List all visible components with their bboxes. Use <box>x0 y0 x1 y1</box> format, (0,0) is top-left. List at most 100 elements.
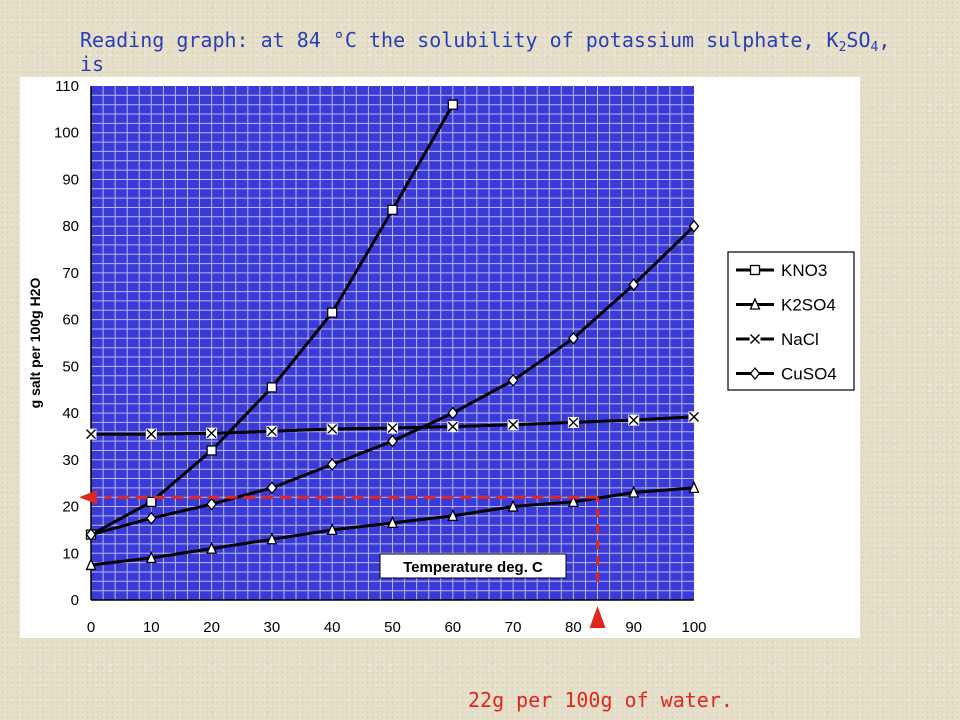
data-point-k2so4 <box>507 499 519 512</box>
legend-marker-k2so4 <box>749 297 761 310</box>
data-point-cuso4 <box>206 497 217 511</box>
data-point-kno3 <box>387 204 398 215</box>
marker-cross <box>508 419 519 430</box>
annotation-arrowhead-up <box>589 606 606 628</box>
series-k2so4 <box>85 480 700 571</box>
title-subscript-2: 2 <box>838 40 847 55</box>
y-tick-label: 100 <box>54 125 79 142</box>
marker-cross <box>86 429 96 440</box>
data-point-nacl <box>567 416 579 428</box>
data-point-k2so4 <box>326 522 338 536</box>
x-tick-label: 20 <box>203 619 220 636</box>
data-point-cuso4 <box>507 373 519 387</box>
data-point-cuso4 <box>387 434 398 448</box>
data-point-kno3 <box>327 307 338 318</box>
y-tick-label: 70 <box>62 265 79 282</box>
data-point-cuso4 <box>145 511 157 525</box>
legend-marker-kno3 <box>749 264 761 276</box>
answer-text: 22g per 100g of water. <box>468 688 733 712</box>
legend-label-k2so4: K2SO4 <box>781 296 836 315</box>
x-tick-label: 40 <box>324 619 341 636</box>
annotation-arrowhead-left <box>79 490 97 505</box>
data-point-nacl <box>326 423 338 435</box>
data-point-nacl <box>85 428 97 440</box>
data-point-nacl <box>206 427 218 439</box>
data-point-k2so4 <box>85 557 97 571</box>
y-tick-label: 40 <box>62 405 79 422</box>
grid-lines <box>91 86 694 600</box>
y-tick-label: 20 <box>62 499 79 516</box>
x-tick-label: 60 <box>444 619 461 636</box>
legend-label-kno3: KNO3 <box>781 261 827 280</box>
x-tick-label: 70 <box>505 619 522 636</box>
data-point-nacl <box>266 425 278 437</box>
marker-cross <box>146 429 157 440</box>
marker-cross <box>689 411 699 422</box>
y-tick-label: 90 <box>62 171 79 188</box>
y-tick-label: 0 <box>71 592 79 609</box>
legend-marker-cuso4 <box>749 366 761 381</box>
title-subscript-4: 4 <box>870 40 879 55</box>
data-point-k2so4 <box>145 550 157 564</box>
data-point-nacl <box>447 421 459 433</box>
data-point-cuso4 <box>85 528 97 542</box>
marker-cross <box>266 426 277 437</box>
data-point-cuso4 <box>568 331 579 345</box>
title-suffix: , is <box>80 28 891 76</box>
y-tick-label: 110 <box>55 78 79 95</box>
data-point-nacl <box>507 419 519 431</box>
x-tick-label: 10 <box>143 619 160 636</box>
data-point-nacl <box>387 422 398 434</box>
marker-cross <box>387 423 398 434</box>
marker-cross <box>568 417 579 428</box>
slide-title: Reading graph: at 84 °C the solubility o… <box>80 28 910 76</box>
y-tick-label: 50 <box>62 358 79 375</box>
data-point-nacl <box>628 414 640 426</box>
title-so: SO <box>846 28 871 52</box>
data-point-kno3 <box>146 496 157 508</box>
data-point-kno3 <box>266 382 278 393</box>
series-cuso4 <box>85 219 700 542</box>
legend-box <box>727 251 855 391</box>
data-point-k2so4 <box>628 485 640 498</box>
data-point-kno3 <box>206 445 217 456</box>
data-point-cuso4 <box>326 457 338 472</box>
x-tick-label: 80 <box>565 619 582 636</box>
y-tick-label: 10 <box>62 545 79 562</box>
x-tick-label: 0 <box>87 619 95 636</box>
data-point-k2so4 <box>266 532 278 545</box>
x-tick-label: 100 <box>681 619 706 636</box>
x-tick-label: 90 <box>625 619 642 636</box>
marker-cross <box>327 423 338 434</box>
data-point-k2so4 <box>688 480 700 494</box>
y-tick-label: 60 <box>62 312 79 329</box>
reading-annotation <box>79 490 606 628</box>
y-tick-label: 80 <box>62 218 79 235</box>
data-point-cuso4 <box>447 406 459 420</box>
x-axis-label-box <box>379 553 567 579</box>
marker-cross <box>750 334 760 344</box>
x-axis-label: Temperature deg. C <box>403 559 543 576</box>
data-point-nacl <box>145 428 157 440</box>
data-point-cuso4 <box>688 219 700 233</box>
title-prefix: Reading graph: at 84 °C the solubility o… <box>80 28 839 52</box>
data-point-cuso4 <box>628 278 640 292</box>
data-point-k2so4 <box>567 494 579 508</box>
legend-marker-nacl <box>749 333 761 345</box>
data-point-k2so4 <box>386 515 399 529</box>
data-point-k2so4 <box>447 508 459 522</box>
y-tick-label: 30 <box>62 452 79 469</box>
legend: KNO3 K2SO4 NaCl CuSO4 <box>727 251 855 391</box>
data-point-kno3 <box>447 99 458 110</box>
data-point-nacl <box>688 411 700 423</box>
data-point-k2so4 <box>206 541 218 554</box>
y-axis-label: g salt per 100g H2O <box>27 278 43 409</box>
marker-cross <box>206 428 217 439</box>
series-nacl <box>85 411 700 440</box>
legend-label-nacl: NaCl <box>781 330 819 349</box>
marker-cross <box>447 421 458 432</box>
x-tick-label: 30 <box>264 619 281 636</box>
marker-cross <box>628 415 639 426</box>
data-point-cuso4 <box>266 481 278 495</box>
